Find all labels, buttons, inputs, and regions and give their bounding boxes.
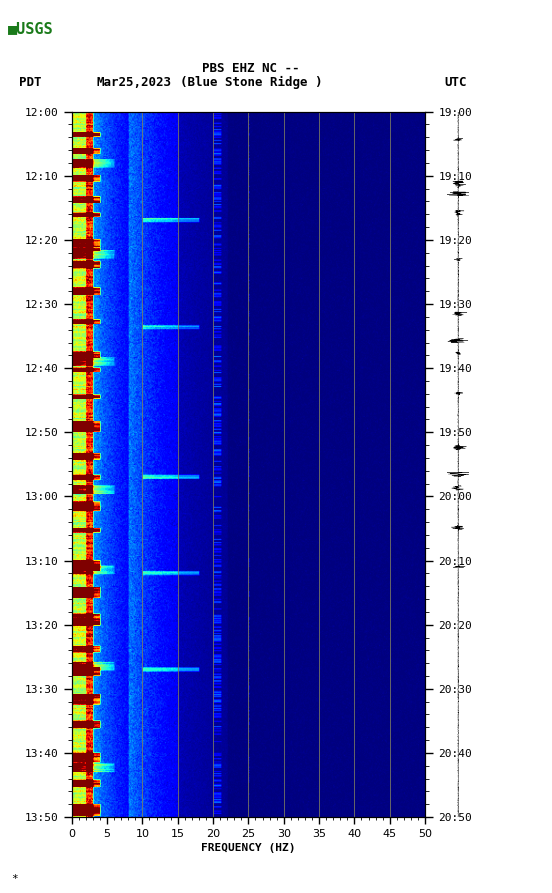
- Text: PBS EHZ NC --: PBS EHZ NC --: [203, 63, 300, 75]
- Text: Mar25,2023: Mar25,2023: [97, 76, 172, 88]
- Text: *: *: [11, 874, 18, 884]
- X-axis label: FREQUENCY (HZ): FREQUENCY (HZ): [201, 843, 296, 853]
- Text: PDT: PDT: [19, 76, 42, 88]
- Text: (Blue Stone Ridge ): (Blue Stone Ridge ): [180, 76, 322, 88]
- Text: UTC: UTC: [444, 76, 467, 88]
- Text: ■USGS: ■USGS: [8, 21, 54, 36]
